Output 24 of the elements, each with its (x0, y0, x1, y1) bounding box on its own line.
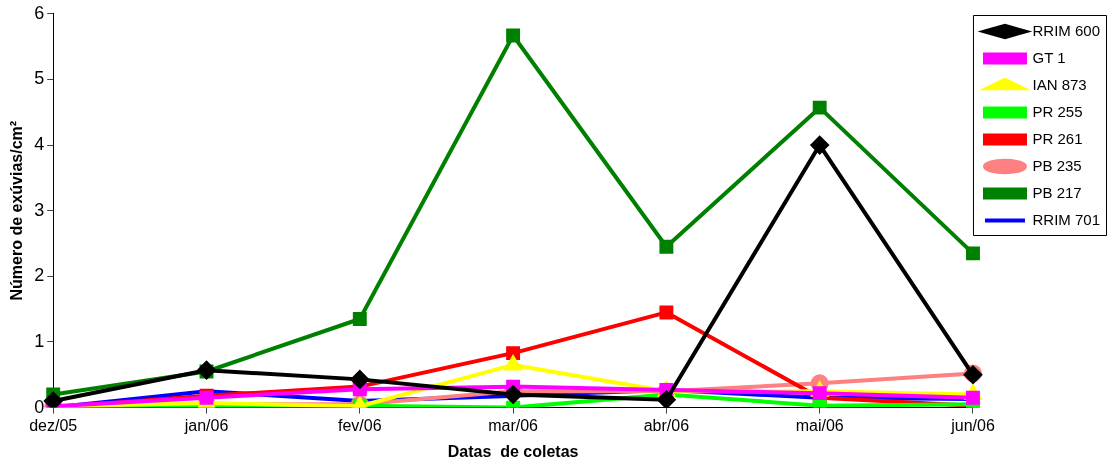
legend-label: PR 261 (1032, 129, 1083, 147)
legend-label: RRIM 701 (1032, 210, 1101, 228)
y-axis-title: Número de exúvias/cm² (8, 120, 26, 301)
legend-label: RRIM 600 (1032, 21, 1101, 39)
x-axis-title: Datas de coletas (447, 442, 579, 460)
y-tick-label: 5 (34, 68, 45, 89)
y-tick-label: 6 (34, 2, 45, 23)
legend-label: PB 235 (1032, 156, 1082, 174)
y-tick-label: 4 (34, 134, 45, 155)
x-tick-label: dez/05 (29, 416, 78, 434)
x-tick-label: mar/06 (488, 416, 539, 434)
x-tick-label: jan/06 (183, 416, 229, 434)
x-tick-label: mai/06 (795, 416, 844, 434)
y-tick-label: 2 (34, 265, 45, 286)
x-tick-label: abr/06 (643, 416, 690, 434)
y-tick-label: 1 (34, 330, 45, 351)
legend-label: PR 255 (1032, 102, 1083, 120)
x-tick-label: fev/06 (338, 416, 382, 434)
legend-label: PB 217 (1032, 183, 1082, 201)
x-tick-label: jun/06 (950, 416, 995, 434)
y-tick-label: 0 (34, 396, 45, 417)
y-tick-label: 3 (34, 199, 45, 220)
legend-label: GT 1 (1032, 48, 1066, 66)
legend-label: IAN 873 (1032, 75, 1087, 93)
